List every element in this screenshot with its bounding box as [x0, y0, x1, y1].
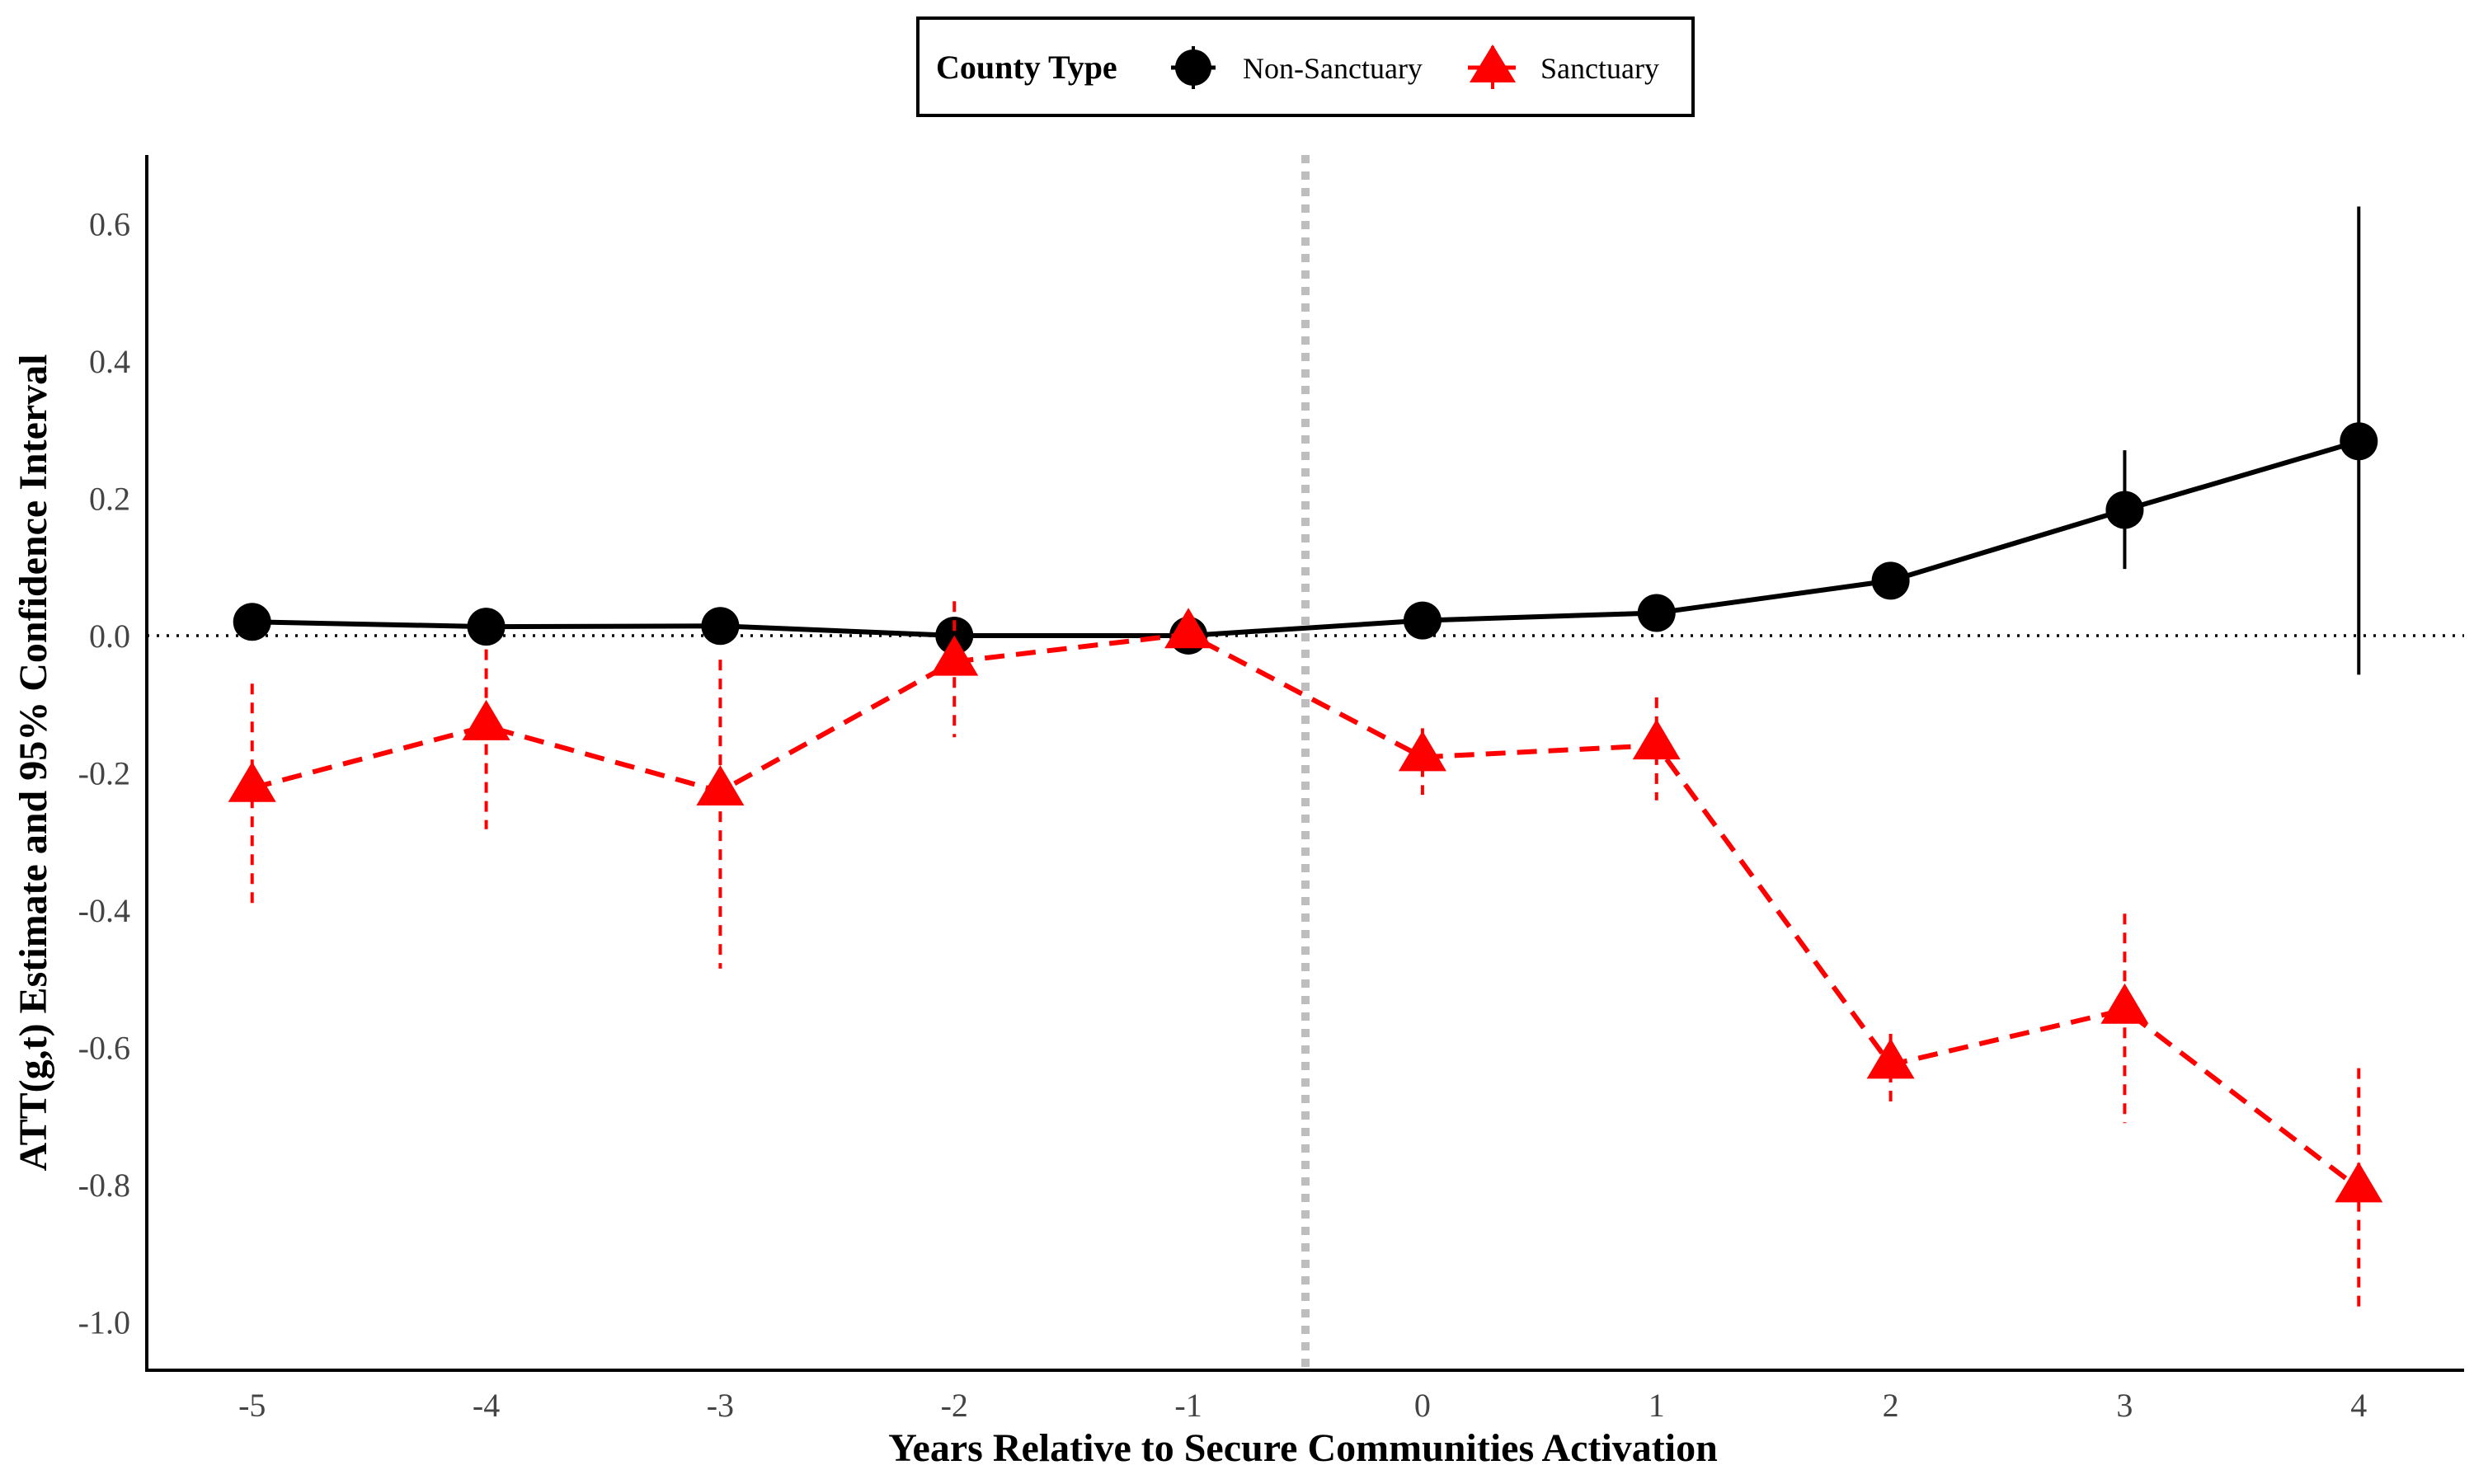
x-tick-label: 3	[2116, 1387, 2133, 1424]
legend-title: County Type	[936, 49, 1117, 86]
y-tick-label: 0.6	[89, 205, 130, 242]
data-point	[1403, 601, 1442, 640]
legend-key-non-sanctuary	[1171, 46, 1216, 89]
data-point	[1164, 608, 1213, 649]
legend-label-non-sanctuary: Non-Sanctuary	[1243, 52, 1423, 85]
legend-label-sanctuary: Sanctuary	[1540, 52, 1659, 85]
series-sanctuary	[228, 601, 2383, 1309]
data-point	[462, 699, 510, 740]
data-point	[2105, 491, 2144, 529]
series-line	[252, 439, 2360, 638]
y-tick-label: -0.6	[78, 1030, 130, 1067]
y-axis-title: ATT(g,t) Estimate and 95% Confidence Int…	[12, 354, 55, 1171]
data-point	[1866, 1038, 1915, 1079]
data-point	[1871, 561, 1910, 600]
data-point	[1632, 719, 1681, 760]
legend: County Type Non-Sanctuary Sanctuary	[916, 16, 1695, 117]
data-point	[1398, 730, 1446, 772]
x-tick-label: -1	[1174, 1387, 1202, 1424]
y-ticks: 0.6 0.4 0.2 0.0 -0.2 -0.4 -0.6 -0.8 -1.0	[78, 205, 130, 1341]
y-tick-label: -0.8	[78, 1167, 130, 1204]
y-tick-label: 0.2	[89, 480, 130, 517]
data-point	[2100, 983, 2149, 1024]
y-tick-label: -0.4	[78, 892, 130, 929]
y-tick-label: 0.4	[89, 343, 130, 380]
legend-triangle-marker	[1470, 45, 1516, 82]
data-point	[1637, 594, 1676, 632]
data-point	[228, 761, 276, 802]
data-point	[696, 764, 745, 805]
data-point	[2335, 1162, 2383, 1203]
series-layer	[228, 206, 2383, 1309]
legend-box	[916, 16, 1695, 117]
y-tick-label: -0.2	[78, 754, 130, 791]
x-tick-label: 2	[1883, 1387, 1899, 1424]
data-point	[233, 603, 271, 641]
x-tick-label: -5	[238, 1387, 266, 1424]
data-point	[930, 635, 979, 676]
y-tick-label: 0.0	[89, 618, 130, 655]
y-tick-label: -1.0	[78, 1304, 130, 1341]
series-line	[251, 632, 2361, 1190]
data-point	[467, 608, 506, 646]
legend-key-sanctuary	[1468, 45, 1517, 89]
x-tick-label: 1	[1649, 1387, 1665, 1424]
x-ticks: -5 -4 -3 -2 -1 0 1 2 3 4	[238, 1387, 2367, 1424]
data-point	[2340, 422, 2378, 461]
data-point	[701, 607, 740, 646]
axes	[145, 155, 2464, 1372]
x-tick-label: -2	[941, 1387, 968, 1424]
x-tick-label: -3	[707, 1387, 734, 1424]
x-axis-title: Years Relative to Secure Communities Act…	[888, 1426, 1718, 1470]
x-tick-label: 0	[1414, 1387, 1431, 1424]
x-tick-label: -4	[473, 1387, 500, 1424]
x-tick-label: 4	[2350, 1387, 2367, 1424]
series-non-sanctuary	[233, 206, 2378, 675]
legend-circle-marker	[1175, 49, 1211, 86]
